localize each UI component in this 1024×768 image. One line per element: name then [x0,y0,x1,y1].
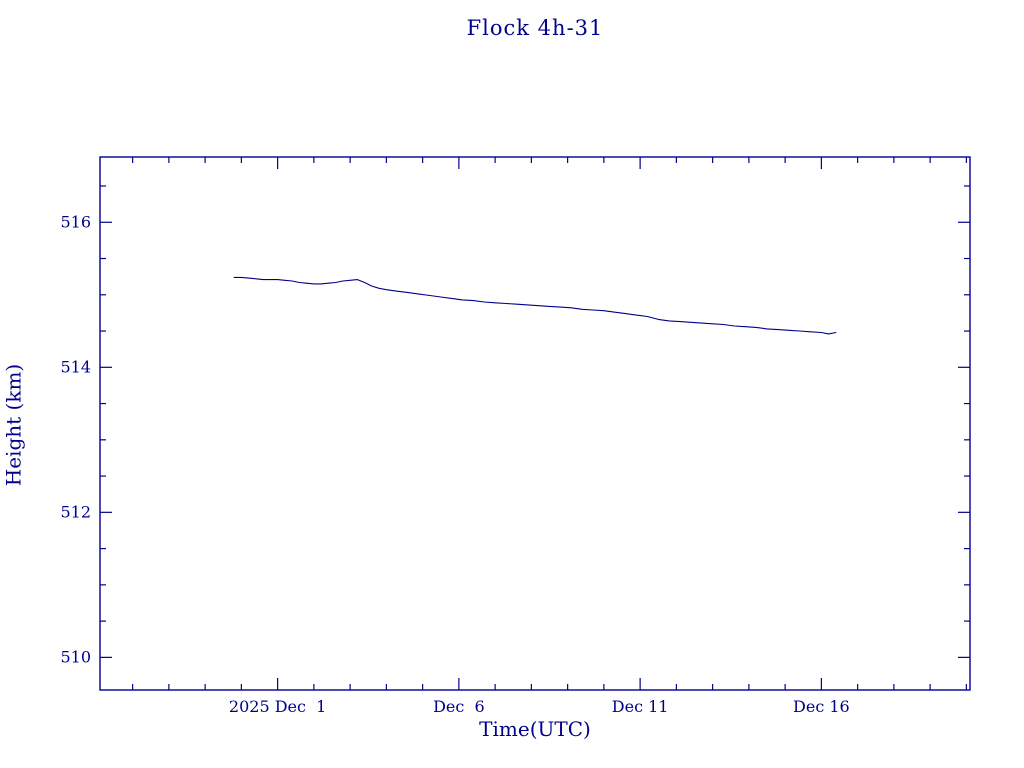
data-line [233,276,837,335]
y-tick-label: 512 [60,502,91,521]
y-tick-label: 514 [60,357,91,376]
x-tick-label: Dec 6 [433,697,485,716]
y-tick-label: 516 [60,212,91,231]
x-axis-title: Time(UTC) [479,717,591,741]
x-tick-label: 2025 Dec 1 [229,697,326,716]
x-tick-label: Dec 16 [793,697,850,716]
y-tick-label: 510 [60,647,91,666]
axes-frame [99,156,971,691]
chart-title: Flock 4h-31 [466,16,604,40]
x-tick-label: Dec 11 [612,697,669,716]
